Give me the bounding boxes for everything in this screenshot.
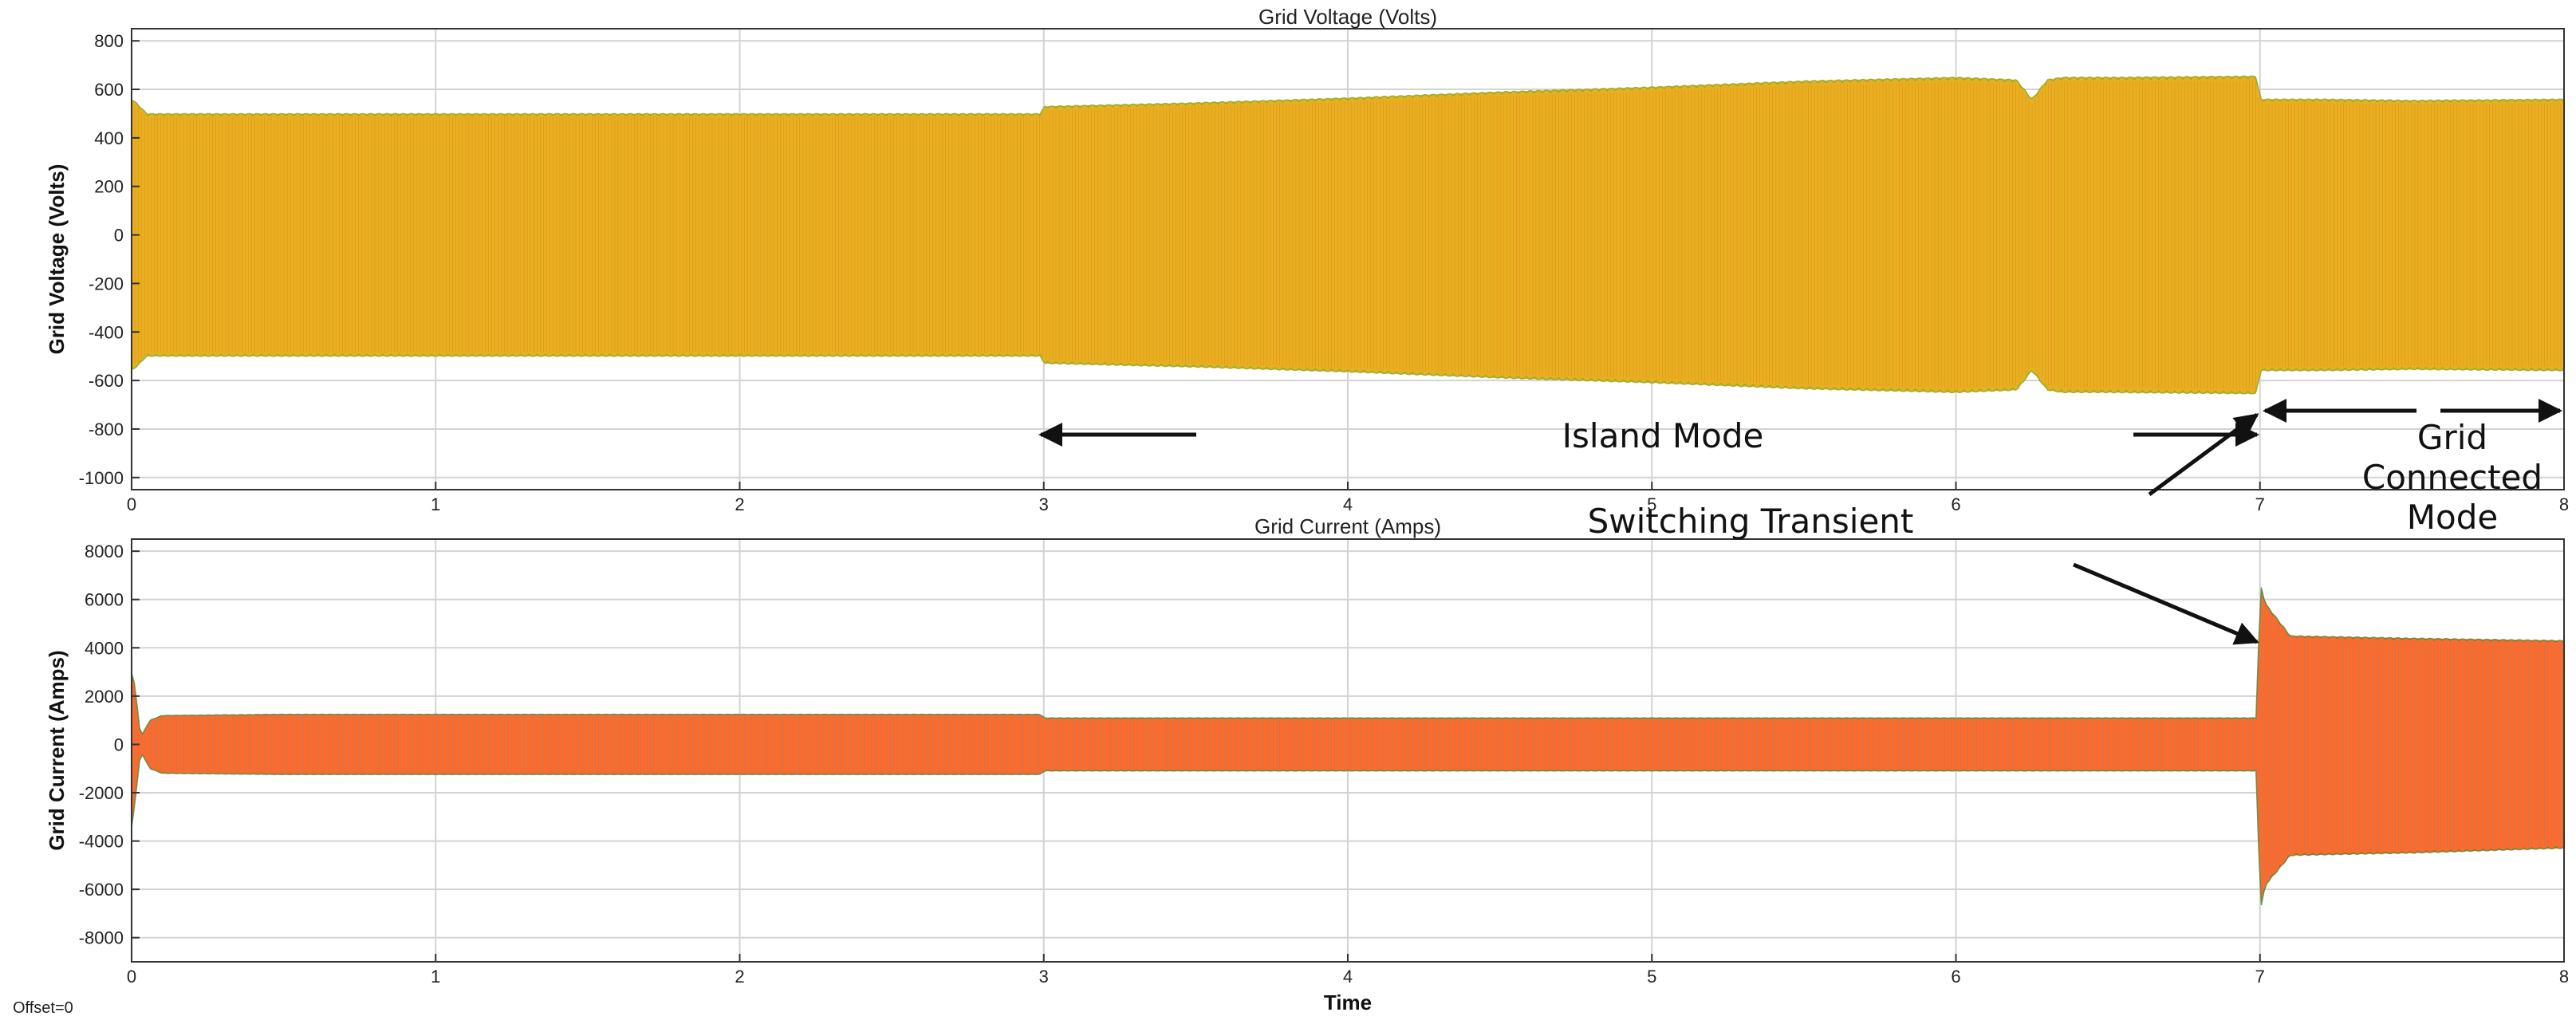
voltage-y-ticks: 800 600 400 200 0 -200 -400 -600 -800 -1000 <box>79 31 140 488</box>
current-y-tick-label: 8000 <box>85 542 124 561</box>
current-x-tick-label: 5 <box>1647 967 1656 987</box>
voltage-data <box>131 75 2565 395</box>
current-y-tick-label: 4000 <box>85 638 124 658</box>
voltage-x-tick-label: 2 <box>735 494 744 514</box>
current-waveform-phase-b-upper <box>131 587 2565 736</box>
current-x-tick-label: 6 <box>1951 967 1960 987</box>
current-waveform-envelope <box>132 587 2564 905</box>
current-data <box>131 587 2565 906</box>
current-y-axis-label: Grid Current (Amps) <box>45 650 69 850</box>
grid-connected-label-line3: Mode <box>2407 498 2498 537</box>
current-waveform-phase-b-lower <box>131 753 2565 906</box>
voltage-y-tick-label: 200 <box>94 177 124 197</box>
voltage-y-tick-label: 800 <box>94 31 124 51</box>
current-x-tick-label: 0 <box>127 967 136 987</box>
grid-connected-label-line1: Grid <box>2417 418 2487 457</box>
voltage-x-tick-label: 8 <box>2559 494 2569 514</box>
voltage-x-tick-label: 3 <box>1039 494 1049 514</box>
grid-connected-label-line2: Connected <box>2362 458 2543 497</box>
current-panel: 8000 6000 4000 2000 0 -2000 -4000 -6000 -8000 0 1… <box>45 514 2569 1014</box>
voltage-x-tick-label: 5 <box>1647 494 1656 514</box>
voltage-x-ticks: 0 1 2 3 4 5 6 7 8 <box>127 482 2569 514</box>
current-y-tick-label: 2000 <box>85 687 124 707</box>
current-y-ticks: 8000 6000 4000 2000 0 -2000 -4000 -6000 -8000 <box>79 542 140 948</box>
voltage-waveform-phase-b-upper <box>131 75 2565 116</box>
voltage-y-tick-label: -600 <box>89 371 124 391</box>
current-y-tick-label: 0 <box>114 735 124 754</box>
voltage-y-tick-label: -800 <box>89 419 124 439</box>
current-x-tick-label: 2 <box>735 967 744 987</box>
voltage-x-tick-label: 7 <box>2255 494 2265 514</box>
island-mode-label: Island Mode <box>1562 416 1764 455</box>
switching-transient-label: Switching Transient <box>1588 502 1914 541</box>
current-x-tick-label: 8 <box>2559 967 2569 987</box>
switching-transient-annotation: Switching Transient <box>1588 412 2259 645</box>
voltage-y-axis-label: Grid Voltage (Volts) <box>45 164 69 355</box>
current-y-tick-label: -2000 <box>79 783 124 803</box>
offset-note: Offset=0 <box>13 999 73 1017</box>
voltage-x-tick-label: 6 <box>1951 494 1960 514</box>
current-y-tick-label: 6000 <box>85 590 124 610</box>
grid-connected-annotation: Grid Connected Mode <box>2263 399 2562 537</box>
voltage-y-tick-label: -400 <box>89 322 124 342</box>
switching-transient-arrow-voltage <box>2148 412 2259 497</box>
current-x-axis-label: Time <box>1324 991 1372 1014</box>
voltage-x-tick-label: 1 <box>431 494 440 514</box>
voltage-y-tick-label: -1000 <box>79 468 124 488</box>
current-x-tick-label: 1 <box>431 967 440 987</box>
switching-transient-arrow-current <box>2073 562 2259 645</box>
current-x-tick-label: 3 <box>1039 967 1049 987</box>
voltage-waveform-envelope <box>132 76 2564 394</box>
current-y-tick-label: -6000 <box>79 880 124 900</box>
voltage-waveform-phase-b-lower <box>131 353 2565 395</box>
voltage-panel: 800 600 400 200 0 -200 -400 -600 -800 -1000 0 1 2 3 4… <box>45 5 2569 514</box>
voltage-y-tick-label: 0 <box>114 226 124 246</box>
current-y-tick-label: -4000 <box>79 832 124 852</box>
voltage-y-tick-label: 600 <box>94 80 124 100</box>
voltage-plot-title: Grid Voltage (Volts) <box>1258 5 1437 29</box>
voltage-y-tick-label: 400 <box>94 128 124 148</box>
voltage-y-tick-label: -200 <box>89 274 124 293</box>
current-y-tick-label: -8000 <box>79 928 124 948</box>
current-x-tick-label: 7 <box>2255 967 2265 987</box>
current-x-ticks: 0 1 2 3 4 5 6 7 8 <box>127 954 2569 987</box>
voltage-x-tick-label: 4 <box>1343 494 1353 514</box>
voltage-x-tick-label: 0 <box>127 494 136 514</box>
current-x-tick-label: 4 <box>1343 967 1353 987</box>
current-plot-title: Grid Current (Amps) <box>1255 514 1441 538</box>
